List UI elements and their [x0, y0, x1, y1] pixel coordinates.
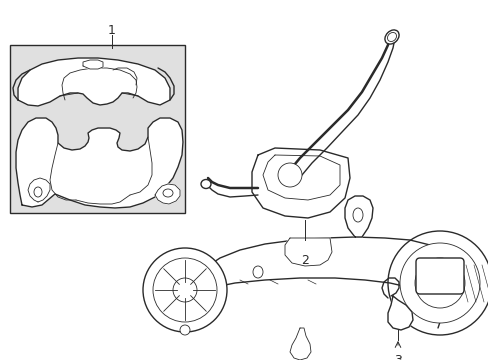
Ellipse shape: [201, 180, 210, 189]
Polygon shape: [18, 58, 170, 106]
Circle shape: [180, 325, 190, 335]
Polygon shape: [285, 238, 331, 266]
Text: 3: 3: [393, 354, 401, 360]
Circle shape: [153, 258, 217, 322]
Ellipse shape: [163, 189, 173, 197]
Circle shape: [173, 278, 197, 302]
Polygon shape: [16, 118, 183, 208]
Polygon shape: [83, 60, 103, 69]
Ellipse shape: [386, 32, 396, 41]
Polygon shape: [155, 184, 180, 204]
Ellipse shape: [352, 208, 362, 222]
Text: 2: 2: [301, 254, 308, 267]
Circle shape: [399, 243, 479, 323]
Ellipse shape: [384, 30, 398, 44]
Polygon shape: [387, 296, 412, 330]
Circle shape: [387, 231, 488, 335]
Text: 1: 1: [108, 23, 116, 36]
Polygon shape: [251, 148, 349, 218]
Ellipse shape: [252, 266, 263, 278]
Ellipse shape: [34, 187, 42, 197]
Circle shape: [142, 248, 226, 332]
Polygon shape: [28, 178, 50, 202]
Circle shape: [278, 163, 302, 187]
Polygon shape: [345, 196, 372, 237]
FancyBboxPatch shape: [415, 258, 463, 294]
Bar: [10, 45, 184, 213]
Circle shape: [414, 258, 464, 308]
Polygon shape: [289, 328, 310, 360]
